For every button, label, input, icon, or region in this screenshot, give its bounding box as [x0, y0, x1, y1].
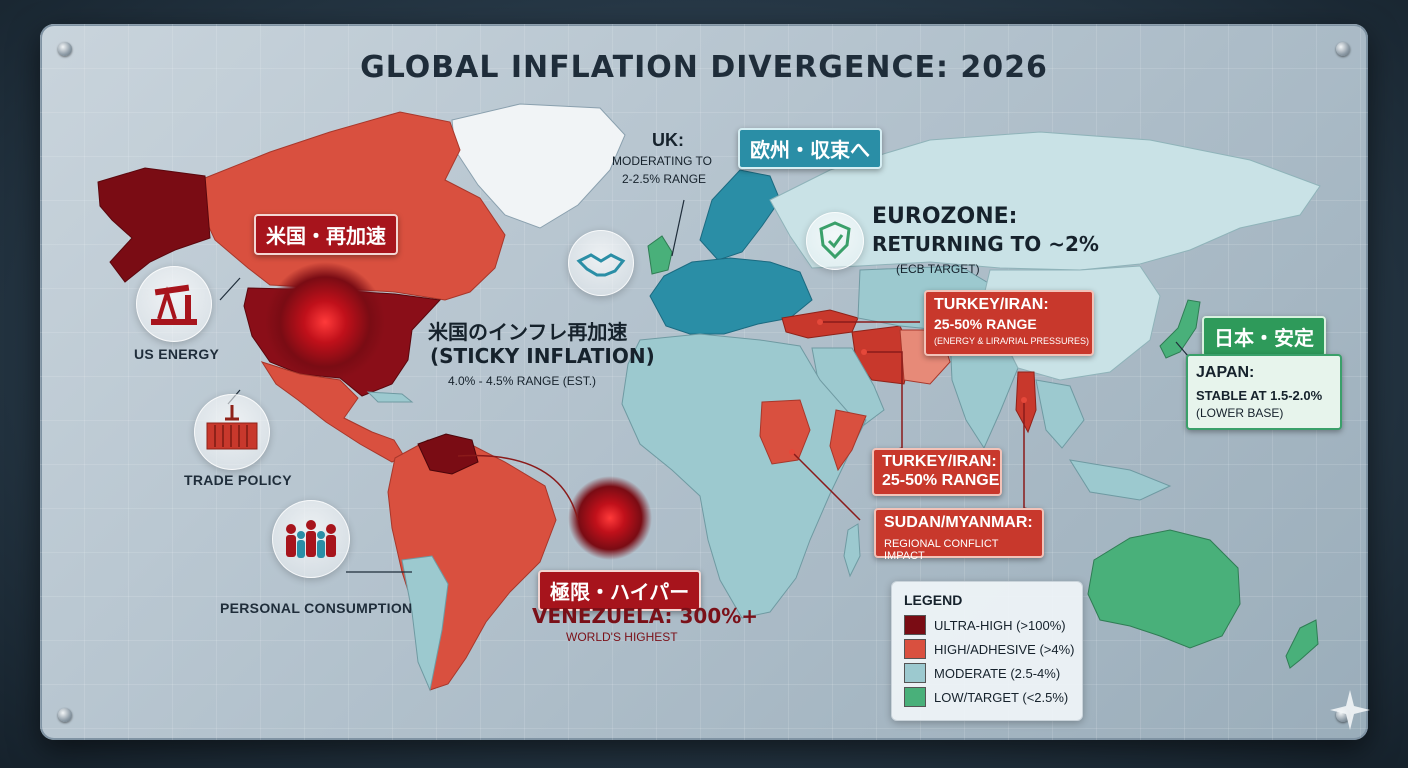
shipping-container-icon: [194, 394, 270, 470]
venezuela-title: VENEZUELA: 300%+: [532, 604, 759, 628]
page-title: GLOBAL INFLATION DIVERGENCE: 2026: [360, 50, 1048, 85]
japan-tag: 日本・安定: [1202, 316, 1326, 357]
legend-swatch-low: [904, 687, 926, 707]
sudan-myanmar-box: SUDAN/MYANMAR: REGIONAL CONFLICT IMPACT: [874, 508, 1044, 562]
legend-label: MODERATE (2.5-4%): [934, 665, 1061, 681]
region-madagascar: [843, 523, 861, 578]
japan-title: JAPAN:: [1196, 364, 1255, 381]
legend-swatch-ultra-high: [904, 615, 926, 635]
region-australia: [1087, 529, 1241, 649]
region-mexico: [260, 361, 405, 463]
oil-pump-icon: [136, 266, 212, 342]
region-sudan: [759, 399, 811, 465]
turkey-iran-title: TURKEY/IRAN:: [934, 296, 1049, 313]
usa-jp-title: 米国のインフレ再加速: [428, 322, 628, 344]
screw-icon: [1336, 42, 1350, 56]
usa-tag: 米国・再加速: [254, 214, 398, 255]
legend-item: HIGH/ADHESIVE (>4%): [904, 638, 1075, 660]
uk-line2: MODERATING TO: [612, 154, 713, 168]
screw-icon: [58, 42, 72, 56]
legend-item: ULTRA-HIGH (>100%): [904, 614, 1066, 636]
region-africa: [621, 333, 867, 619]
region-southeast-asia: [1035, 379, 1172, 501]
usa-title: (STICKY INFLATION): [430, 344, 655, 368]
screw-icon: [58, 708, 72, 722]
uk-line3: 2-2.5% RANGE: [622, 172, 707, 186]
region-greenland: [451, 103, 626, 229]
venezuela-swirl-icon: [568, 476, 652, 560]
legend: LEGEND ULTRA-HIGH (>100%) HIGH/ADHESIVE …: [891, 581, 1083, 721]
japan-line2: STABLE AT 1.5-2.0%: [1196, 388, 1323, 403]
uk-title: UK:: [652, 130, 684, 150]
region-scandinavia: [699, 169, 781, 261]
region-new-zealand: [1285, 619, 1319, 669]
turkey-iran-box-2: TURKEY/IRAN: 25-50% RANGE: [872, 448, 1002, 496]
turkey-iran-sub: (ENERGY & LIRA/RIAL PRESSURES): [934, 336, 1090, 346]
region-alaska: [97, 167, 211, 283]
legend-swatch-moderate: [904, 663, 926, 683]
eurozone-line2: RETURNING TO ~2%: [872, 232, 1099, 256]
eurozone-tag: 欧州・収束へ: [738, 128, 882, 169]
driver-label-energy: US ENERGY: [134, 346, 220, 362]
eurozone-sub: (ECB TARGET): [896, 262, 980, 276]
connector-dots: [789, 319, 1027, 455]
legend-swatch-high: [904, 639, 926, 659]
region-russia: [769, 131, 1321, 271]
driver-label-trade: TRADE POLICY: [184, 472, 292, 488]
sudan-myanmar-sub: REGIONAL CONFLICT IMPACT: [884, 538, 999, 562]
venezuela-sub: WORLD'S HIGHEST: [566, 630, 678, 644]
eurozone-title: EUROZONE:: [872, 204, 1018, 229]
crowd-icon: [272, 500, 350, 578]
region-somalia: [829, 409, 867, 472]
legend-title: LEGEND: [904, 592, 963, 608]
region-southern-cone: [401, 555, 449, 692]
handshake-icon: [568, 230, 634, 296]
shield-icon: [806, 212, 864, 270]
sparkle-icon: [1330, 690, 1370, 730]
venezuela-tag: 極限・ハイパー: [538, 570, 702, 611]
turkey-iran-box: TURKEY/IRAN: 25-50% RANGE (ENERGY & LIRA…: [924, 290, 1094, 356]
turkey-iran-title-2: TURKEY/IRAN:: [882, 453, 997, 470]
legend-label: ULTRA-HIGH (>100%): [934, 617, 1066, 633]
legend-label: LOW/TARGET (<2.5%): [934, 689, 1069, 705]
sudan-myanmar-title: SUDAN/MYANMAR:: [884, 514, 1033, 531]
region-uk: [647, 235, 673, 275]
legend-item: LOW/TARGET (<2.5%): [904, 686, 1068, 708]
region-venezuela: [417, 433, 479, 475]
usa-range: 4.0% - 4.5% RANGE (EST.): [448, 374, 597, 388]
legend-label: HIGH/ADHESIVE (>4%): [934, 641, 1075, 657]
driver-label-consumption: PERSONAL CONSUMPTION: [220, 600, 413, 616]
legend-item: MODERATE (2.5-4%): [904, 662, 1060, 684]
japan-sub: (LOWER BASE): [1196, 406, 1284, 420]
japan-box: JAPAN: STABLE AT 1.5-2.0% (LOWER BASE): [1186, 354, 1342, 430]
usa-swirl-icon: [265, 262, 385, 382]
region-eurozone: [649, 257, 813, 335]
region-caribbean: [366, 391, 414, 403]
turkey-iran-range-2: 25-50% RANGE: [882, 472, 1000, 489]
region-japan: [1159, 299, 1201, 359]
turkey-iran-range: 25-50% RANGE: [934, 316, 1037, 332]
